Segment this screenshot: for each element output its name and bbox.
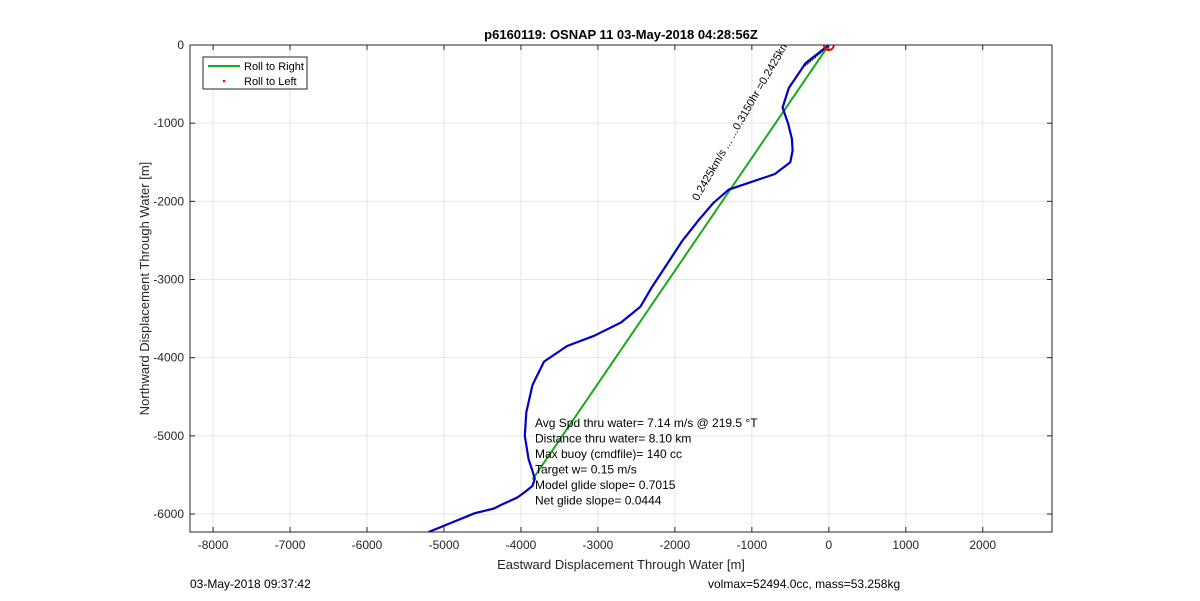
- x-axis-label: Eastward Displacement Through Water [m]: [497, 557, 745, 572]
- legend-label-roll-right: Roll to Right: [244, 61, 304, 73]
- annotation-line: Target w= 0.15 m/s: [535, 463, 637, 477]
- y-tick-label: -6000: [153, 507, 184, 521]
- y-tick-label: -4000: [153, 351, 184, 365]
- annotation-line: Net glide slope= 0.0444: [535, 494, 662, 508]
- y-axis-label: Northward Displacement Through Water [m]: [137, 162, 152, 416]
- y-tick-label: -1000: [153, 116, 184, 130]
- legend-swatch-roll-left: [222, 79, 226, 83]
- y-tick-label: -3000: [153, 273, 184, 287]
- series-roll-to-right: [531, 45, 830, 481]
- x-tick-label: -7000: [275, 538, 306, 552]
- legend-box: [202, 56, 308, 90]
- plot-area: [190, 45, 1052, 532]
- y-tick-label: -2000: [153, 194, 184, 208]
- x-tick-label: 1000: [892, 538, 919, 552]
- chart-title: p6160119: OSNAP 11 03-May-2018 04:28:56Z: [484, 27, 758, 42]
- annotation-line: Avg Spd thru water= 7.14 m/s @ 219.5 °T: [535, 416, 758, 430]
- x-tick-label: 0: [825, 538, 832, 552]
- y-tick-label: 0: [177, 38, 184, 52]
- axes-box: [189, 44, 1053, 533]
- x-tick-label: -1000: [736, 538, 767, 552]
- footer-volmax-mass: volmax=52494.0cc, mass=53.258kg: [708, 577, 901, 591]
- legend: Roll to Right Roll to Left: [202, 56, 308, 90]
- footer-date: 03-May-2018 09:37:42: [190, 577, 311, 591]
- legend-label-roll-left: Roll to Left: [244, 76, 297, 88]
- x-tick-label: -5000: [429, 538, 460, 552]
- x-tick-label: -6000: [352, 538, 383, 552]
- annotation-line: Distance thru water= 8.10 km: [535, 432, 691, 446]
- annotation-line: Model glide slope= 0.7015: [535, 478, 676, 492]
- x-tick-label: -3000: [583, 538, 614, 552]
- x-tick-label: -2000: [660, 538, 691, 552]
- series-track: [428, 45, 830, 532]
- x-tick-label: -8000: [198, 538, 229, 552]
- annotation-line: Max buoy (cmdfile)= 140 cc: [535, 447, 682, 461]
- y-tick-label: -5000: [153, 429, 184, 443]
- x-tick-label: 2000: [969, 538, 996, 552]
- x-tick-label: -4000: [506, 538, 537, 552]
